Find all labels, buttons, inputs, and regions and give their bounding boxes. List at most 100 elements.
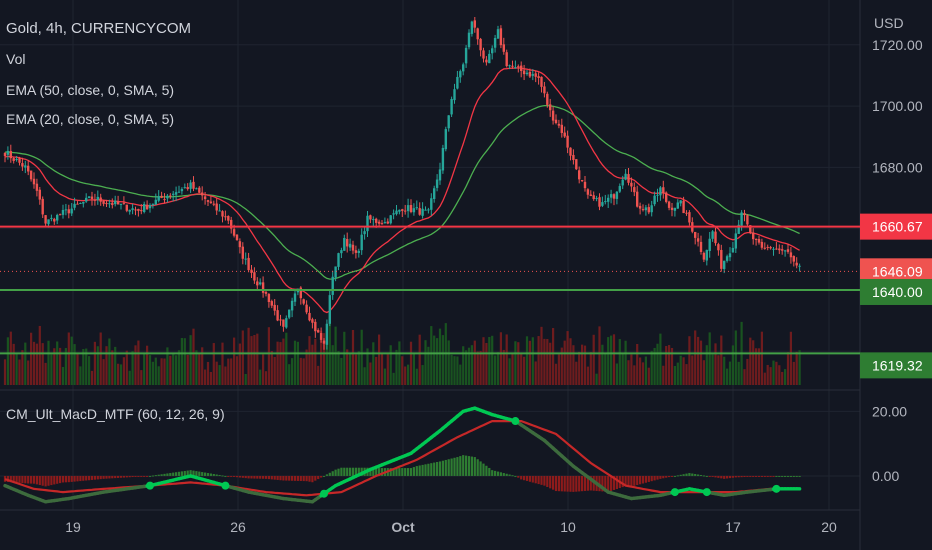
macd-hist-bar — [114, 475, 117, 479]
vol-legend[interactable]: Vol — [6, 51, 26, 67]
volume-bar — [140, 370, 143, 385]
candle — [87, 196, 91, 198]
candle — [717, 244, 720, 251]
candle — [38, 189, 41, 200]
volume-bar — [320, 330, 323, 385]
macd-hist-bar — [18, 475, 21, 483]
macd-legend[interactable]: CM_Ult_MacD_MTF (60, 12, 26, 9) — [6, 406, 225, 422]
macd-hist-bar — [244, 475, 247, 479]
candle — [630, 182, 633, 187]
volume-bar — [70, 336, 73, 385]
volume-bar — [621, 353, 624, 385]
macd-hist-bar — [554, 475, 558, 492]
macd-hist-bar — [473, 457, 476, 476]
candle — [198, 187, 201, 193]
candle — [302, 299, 305, 304]
volume-bar — [38, 325, 41, 385]
ema20-legend[interactable]: EMA (20, close, 0, SMA, 5) — [6, 111, 175, 127]
macd-hist-bar — [421, 464, 424, 476]
candle — [134, 209, 137, 211]
volume-bar — [682, 357, 685, 385]
macd-hist-bar — [691, 473, 694, 476]
macd-hist-bar — [169, 473, 172, 476]
volume-bar — [369, 362, 372, 385]
volume-bar — [523, 356, 526, 385]
macd-hist-bar — [769, 475, 772, 477]
candle — [769, 247, 772, 249]
volume-bar — [334, 326, 337, 385]
candle — [653, 195, 656, 205]
volume-bar — [409, 341, 413, 385]
level-tag[interactable]: 1640.00 — [872, 284, 923, 300]
macd-hist-bar — [502, 473, 505, 476]
level-tag[interactable]: 1660.67 — [872, 219, 923, 235]
volume-bar — [656, 343, 659, 385]
candle — [47, 219, 50, 225]
candle — [557, 123, 561, 126]
volume-bar — [308, 336, 311, 385]
macd-hist-bar — [679, 474, 682, 476]
macd-hist-bar — [331, 471, 334, 476]
candle — [186, 187, 189, 190]
volume-bar — [146, 345, 149, 385]
candle — [679, 200, 682, 204]
volume-bar — [418, 334, 421, 385]
macd-hist-bar — [140, 475, 143, 477]
macd-hist-bar — [346, 467, 349, 476]
volume-bar — [12, 343, 15, 385]
volume-bar — [18, 359, 21, 385]
ema50-legend[interactable]: EMA (50, close, 0, SMA, 5) — [6, 82, 175, 98]
macd-hist-bar — [537, 475, 540, 485]
candle — [496, 29, 500, 39]
chart-title[interactable]: Gold, 4h, CURRENCYCOM — [6, 20, 192, 37]
candle — [435, 179, 439, 188]
macd-hist-bar — [227, 475, 230, 477]
candle — [482, 50, 485, 59]
volume-bar — [314, 338, 317, 385]
macd-hist-bar — [792, 475, 795, 477]
volume-bar — [279, 342, 282, 385]
volume-bar — [354, 354, 357, 385]
candle — [154, 199, 157, 205]
candle — [772, 248, 775, 250]
volume-bar — [673, 366, 676, 385]
macd-hist-bar — [705, 475, 708, 477]
last-price-tag[interactable]: 1646.09 — [872, 263, 923, 279]
volume-bar — [531, 337, 534, 385]
candle — [578, 170, 581, 180]
macd-hist-bar — [407, 468, 410, 476]
macd-hist-bar — [378, 468, 381, 476]
volume-bar — [781, 371, 784, 385]
level-tag[interactable]: 1619.32 — [872, 357, 923, 373]
volume-bar — [215, 361, 218, 385]
candle — [259, 282, 262, 285]
price-tick-label: 1700.00 — [872, 98, 923, 114]
macd-hist-bar — [76, 475, 79, 482]
candle — [670, 207, 674, 210]
macd-tick-label: 0.00 — [872, 468, 899, 484]
candle — [511, 65, 514, 67]
candle — [102, 200, 105, 204]
candle — [241, 246, 244, 259]
volume-bar — [21, 350, 24, 385]
candle — [282, 319, 285, 327]
volume-bar — [331, 345, 334, 385]
macd-hist-bar — [456, 457, 459, 476]
macd-hist-bar — [9, 475, 12, 483]
volume-bar — [317, 365, 320, 385]
candle — [760, 241, 764, 248]
candle — [575, 159, 578, 170]
volume-bar — [424, 340, 427, 385]
volume-bar — [537, 336, 540, 385]
candle — [714, 231, 717, 244]
candle — [525, 72, 529, 75]
volume-bar — [714, 343, 717, 385]
volume-bar — [262, 354, 265, 385]
candle — [406, 205, 410, 212]
candle — [783, 250, 787, 252]
volume-bar — [569, 338, 572, 385]
candle — [598, 197, 601, 207]
volume-bar — [639, 357, 642, 385]
volume-bar — [180, 337, 183, 385]
